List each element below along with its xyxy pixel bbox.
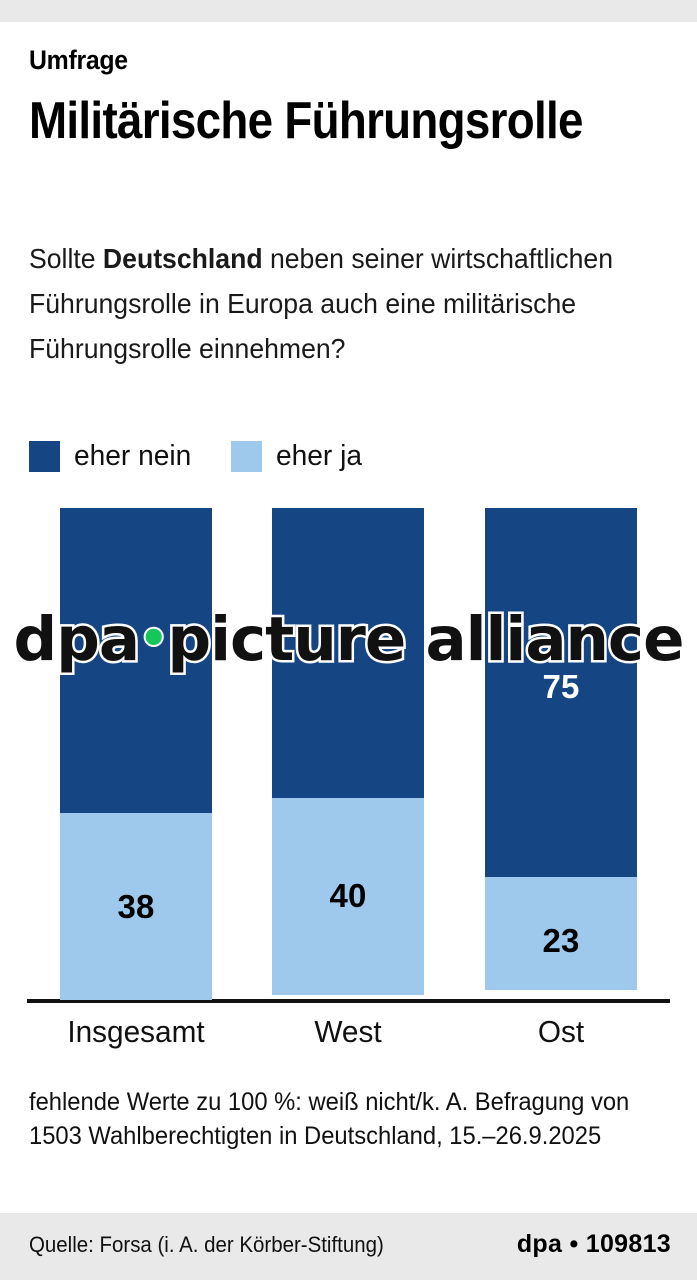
- chart-footnote: fehlende Werte zu 100 %: weiß nicht/k. A…: [29, 1088, 630, 1150]
- headline-text: Militärische Führungsrolle: [29, 92, 583, 150]
- question-prefix: Sollte: [29, 243, 103, 274]
- question-text: Sollte Deutschland neben seiner wirtscha…: [29, 236, 656, 371]
- source-note: Quelle: Forsa (i. A. der Körber-Stiftung…: [29, 1232, 384, 1257]
- legend-item-eher-ja: eher ja: [230, 440, 365, 472]
- question-highlight: Deutschland: [102, 243, 263, 274]
- page-title: Militärische Führungsrolle: [29, 92, 592, 150]
- top-divider-band: [0, 0, 697, 22]
- question-suffix: neben seiner wirtschaftlichen Führungsro…: [29, 243, 613, 364]
- footer-band: [0, 1213, 697, 1280]
- legend-swatch-dark: [29, 441, 60, 472]
- kicker-label: Umfrage: [29, 45, 128, 75]
- credit-separator-icon: •: [569, 1230, 579, 1258]
- credit-id: 109813: [585, 1230, 671, 1258]
- credit-brand: dpa: [516, 1230, 563, 1258]
- chart-legend: eher nein eher ja: [29, 441, 401, 472]
- legend-label-eher-ja: eher ja: [275, 440, 362, 472]
- legend-label-eher-nein: eher nein: [74, 440, 192, 472]
- infographic-canvas: [0, 22, 697, 1213]
- legend-swatch-light: [230, 441, 262, 472]
- dpa-credit: dpa • 109813: [517, 1230, 671, 1259]
- legend-item-eher-nein: eher nein: [29, 441, 195, 472]
